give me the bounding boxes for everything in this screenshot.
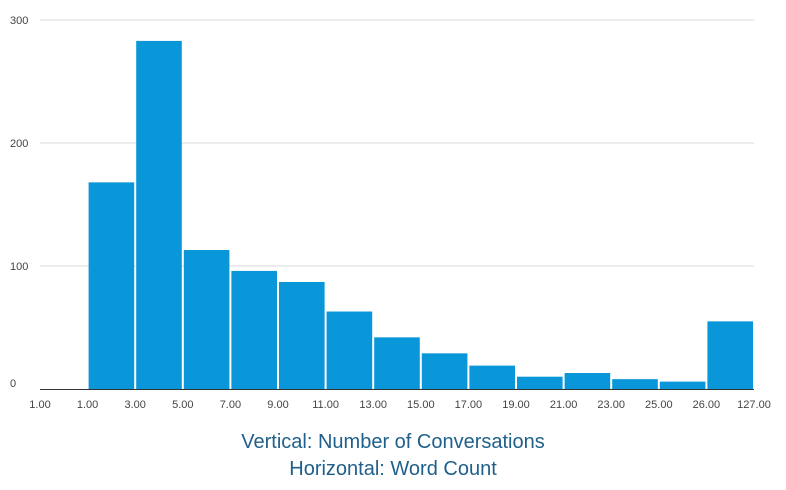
histogram-bar: [88, 182, 135, 389]
x-tick-label: 26.00: [693, 399, 721, 411]
caption-vertical-axis: Vertical: Number of Conversations: [241, 431, 545, 453]
x-tick-label: 23.00: [597, 399, 625, 411]
x-tick-label: 11.00: [312, 399, 339, 411]
x-tick-label: 19.00: [502, 399, 530, 411]
histogram-bar: [517, 376, 563, 389]
y-tick-label: 200: [10, 138, 28, 150]
y-tick-label: 0: [10, 378, 16, 390]
x-axis-ticks: 1.00 1.00 3.00 5.00 7.00 9.00 11.00 13.00 15.00 1…: [29, 399, 771, 411]
x-tick-label: 1.00: [77, 399, 98, 411]
x-tick-label: 5.00: [172, 399, 193, 411]
histogram-chart: 0 100 200 300 1.00 1.00 3.00 5.00 7.00 9.00 11.00…: [10, 15, 771, 411]
bars: [88, 40, 753, 389]
x-tick-label: 25.00: [645, 399, 673, 411]
histogram-bar: [659, 381, 706, 389]
x-tick-label: 13.00: [359, 399, 387, 411]
x-tick-label: 17.00: [455, 399, 483, 411]
histogram-bar: [421, 353, 468, 389]
histogram-bar: [326, 311, 373, 389]
y-tick-label: 100: [10, 261, 28, 273]
histogram-bar: [612, 379, 658, 389]
x-tick-label: 9.00: [267, 399, 288, 411]
x-tick-label: 127.00: [737, 399, 771, 411]
histogram-bar: [183, 250, 230, 389]
histogram-bar: [564, 373, 611, 389]
x-tick-label: 21.00: [550, 399, 578, 411]
histogram-bar: [231, 270, 277, 389]
histogram-bar: [469, 365, 515, 389]
histogram-bar: [707, 321, 753, 389]
histogram-bar: [374, 337, 420, 389]
x-tick-label: 15.00: [407, 399, 435, 411]
histogram-bar: [136, 40, 182, 389]
caption-horizontal-axis: Horizontal: Word Count: [289, 458, 497, 480]
x-tick-label: 3.00: [124, 399, 145, 411]
y-tick-label: 300: [10, 15, 28, 27]
histogram-bar: [279, 281, 325, 389]
x-tick-label: 1.00: [29, 399, 50, 411]
x-tick-label: 7.00: [220, 399, 241, 411]
y-axis-ticks: 0 100 200 300: [10, 15, 28, 390]
